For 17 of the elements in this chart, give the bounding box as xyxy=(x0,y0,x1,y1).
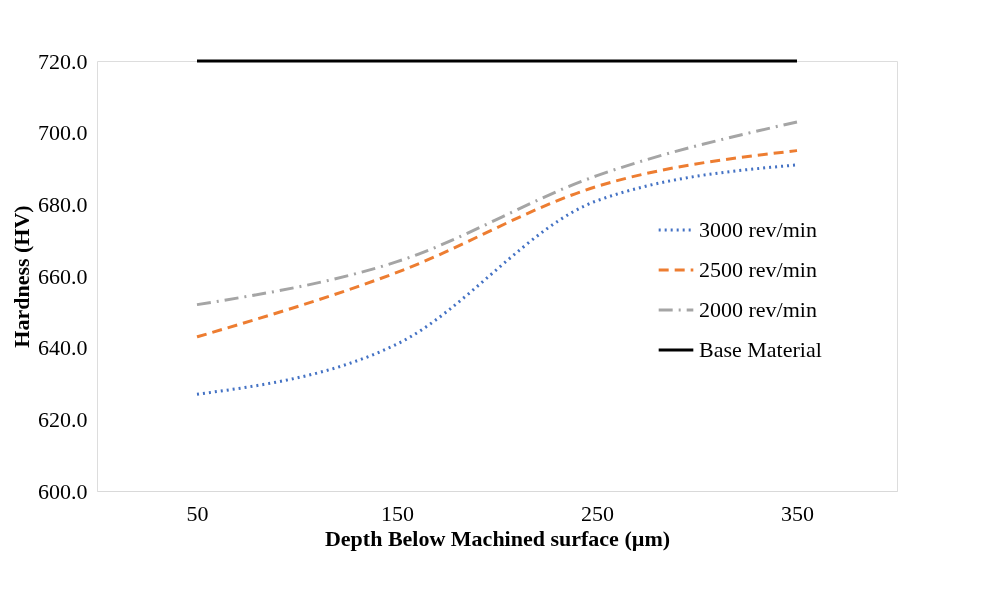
x-tick-label: 350 xyxy=(781,500,814,526)
y-tick-label: 600.0 xyxy=(38,478,88,504)
y-axis-title: Hardness (HV) xyxy=(9,205,34,348)
y-tick-label: 680.0 xyxy=(38,191,88,217)
x-tick-label: 50 xyxy=(186,500,209,526)
y-tick-label: 660.0 xyxy=(38,263,88,289)
x-axis-title: Depth Below Machined surface (µm) xyxy=(324,525,671,551)
x-tick-label: 250 xyxy=(581,500,614,526)
legend-label: 3000 rev/min xyxy=(699,217,817,242)
legend-label: Base Material xyxy=(699,337,822,362)
legend-label: 2000 rev/min xyxy=(699,297,817,322)
y-tick-label: 720.0 xyxy=(38,48,88,74)
y-tick-label: 700.0 xyxy=(38,120,88,146)
y-tick-label: 620.0 xyxy=(38,406,88,432)
legend-label: 2500 rev/min xyxy=(699,257,817,282)
x-tick-label: 150 xyxy=(381,500,414,526)
y-tick-label: 640.0 xyxy=(38,335,88,361)
